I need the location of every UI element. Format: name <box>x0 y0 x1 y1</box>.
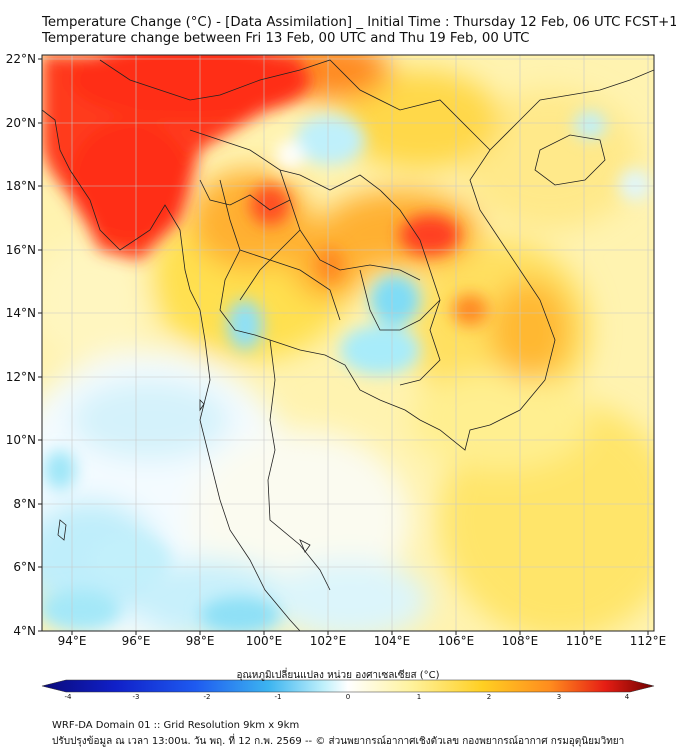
footer-line2: ปรับปรุงข้อมูล ณ เวลา 13:00น. วัน พฤ. ที… <box>52 736 625 747</box>
lon-label: 112°E <box>629 634 667 648</box>
colorbar-tick: 0 <box>345 693 351 701</box>
map-frame <box>41 54 655 632</box>
colorbar-tick: -3 <box>132 693 140 701</box>
colorbar-tick: 1 <box>416 693 422 701</box>
map-title-line2: Temperature change between Fri 13 Feb, 0… <box>42 31 530 46</box>
lat-label: 18°N <box>5 179 36 193</box>
colorbar-tick: 2 <box>486 693 492 701</box>
colorbar <box>41 679 655 693</box>
colorbar-tick: -1 <box>274 693 282 701</box>
colorbar-title: อุณหภูมิเปลี่ยนแปลง หน่วย องศาเซลเซียส (… <box>236 670 440 681</box>
lat-label: 6°N <box>13 560 36 574</box>
map-title-line1: Temperature Change (°C) - [Data Assimila… <box>42 15 676 30</box>
axis-ticks <box>38 58 649 635</box>
lat-label: 10°N <box>5 433 36 447</box>
colorbar-tick: -4 <box>64 693 72 701</box>
lat-label: 22°N <box>5 52 36 66</box>
lon-label: 110°E <box>565 634 603 648</box>
lon-label: 108°E <box>501 634 539 648</box>
lat-label: 4°N <box>13 624 36 638</box>
lon-label: 94°E <box>57 634 87 648</box>
lon-label: 102°E <box>309 634 347 648</box>
colorbar-tick: -2 <box>203 693 211 701</box>
colorbar-tick: 3 <box>556 693 562 701</box>
colorbar-tick: 4 <box>624 693 630 701</box>
graticule <box>42 55 654 631</box>
temperature-field <box>42 55 654 631</box>
lat-label: 12°N <box>5 370 36 384</box>
lon-label: 96°E <box>121 634 151 648</box>
lon-label: 100°E <box>245 634 283 648</box>
footer-line1: WRF-DA Domain 01 :: Grid Resolution 9km … <box>52 720 300 731</box>
lon-label: 98°E <box>185 634 215 648</box>
coastlines-borders <box>42 59 654 631</box>
lat-label: 16°N <box>5 243 36 257</box>
lon-label: 104°E <box>373 634 411 648</box>
lat-label: 14°N <box>5 306 36 320</box>
lon-label: 106°E <box>437 634 475 648</box>
lat-label: 8°N <box>13 497 36 511</box>
lat-label: 20°N <box>5 116 36 130</box>
